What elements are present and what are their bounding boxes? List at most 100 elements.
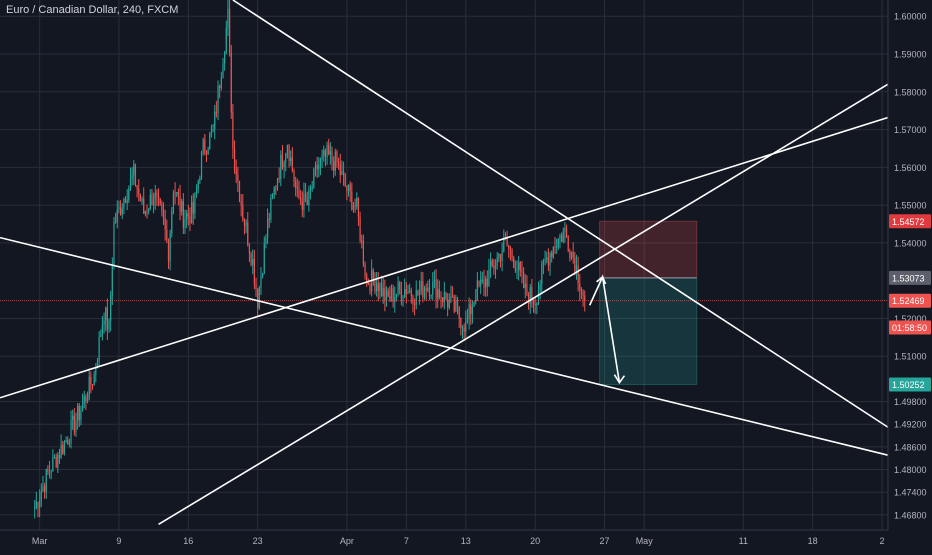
candle-body bbox=[62, 445, 64, 454]
price-tick-label: 1.49200 bbox=[894, 420, 927, 430]
price-tick-label: 1.55000 bbox=[894, 201, 927, 211]
candle-body bbox=[303, 193, 305, 210]
trendline-3[interactable] bbox=[0, 116, 889, 399]
candle-body bbox=[283, 162, 285, 168]
candle-body bbox=[77, 405, 79, 421]
candle-body bbox=[252, 258, 254, 265]
candle-body bbox=[466, 318, 469, 321]
candle-body bbox=[39, 500, 41, 508]
candle-body bbox=[435, 279, 437, 299]
candle-body bbox=[159, 198, 161, 205]
candle-body bbox=[65, 440, 67, 442]
candle-body bbox=[238, 180, 241, 202]
candle-body bbox=[166, 229, 168, 241]
candle-body bbox=[342, 171, 345, 175]
candle-body bbox=[230, 52, 232, 113]
time-tick-label: 7 bbox=[404, 536, 409, 546]
candle-body bbox=[153, 198, 155, 206]
candle-body bbox=[318, 165, 320, 170]
candle-body bbox=[265, 237, 267, 244]
candle-body bbox=[546, 257, 548, 260]
candle-body bbox=[247, 222, 249, 246]
candle-body bbox=[442, 297, 444, 302]
time-tick-label: 20 bbox=[530, 536, 540, 546]
candle-body bbox=[314, 164, 317, 170]
candle-body bbox=[301, 201, 303, 210]
candle-body bbox=[488, 269, 490, 286]
candle-body bbox=[199, 178, 201, 182]
candle-body bbox=[489, 260, 492, 270]
price-tick-label: 1.47400 bbox=[894, 488, 927, 498]
position-tool[interactable] bbox=[599, 220, 698, 385]
candle-body bbox=[534, 304, 536, 306]
candle-body bbox=[295, 181, 297, 188]
candle-body bbox=[191, 202, 193, 224]
candle-body bbox=[57, 454, 59, 468]
take-profit-zone[interactable] bbox=[599, 277, 698, 385]
candle-body bbox=[316, 164, 318, 170]
candle-body bbox=[382, 287, 384, 297]
price-tick-label: 1.56000 bbox=[894, 163, 927, 173]
candle-body bbox=[86, 399, 89, 402]
candle-body bbox=[75, 420, 77, 432]
candle-body bbox=[564, 227, 566, 232]
candle-body bbox=[572, 252, 574, 258]
trendline-2[interactable] bbox=[0, 236, 889, 456]
price-label-current-text: 1.52469 bbox=[892, 296, 925, 306]
candle-body bbox=[432, 281, 434, 295]
time-tick-label: 13 bbox=[461, 536, 471, 546]
trendline-4[interactable] bbox=[158, 83, 889, 526]
price-tick-label: 1.51000 bbox=[894, 352, 927, 362]
candle-body bbox=[184, 219, 186, 228]
candle-body bbox=[562, 231, 564, 242]
candle-body bbox=[250, 253, 252, 265]
time-tick-label: Apr bbox=[340, 536, 354, 546]
candle-body bbox=[50, 471, 52, 473]
candle-body bbox=[58, 454, 61, 458]
candle-body bbox=[417, 290, 419, 295]
candle-body bbox=[219, 86, 221, 88]
symbol-title[interactable]: Euro / Canadian Dollar, 240, FXCM bbox=[6, 4, 179, 16]
time-axis-background[interactable] bbox=[0, 530, 932, 550]
candle-body bbox=[136, 185, 138, 189]
candle-body bbox=[511, 249, 513, 259]
candle-body bbox=[465, 320, 467, 332]
candle-body bbox=[88, 376, 90, 400]
candle-body bbox=[174, 192, 176, 194]
candle-body bbox=[309, 188, 312, 190]
candle-body bbox=[514, 268, 516, 270]
candle-body bbox=[192, 202, 194, 214]
price-label-entry-text: 1.53073 bbox=[892, 273, 925, 283]
candle-body bbox=[582, 291, 584, 296]
candle-body bbox=[139, 193, 142, 202]
candle-body bbox=[499, 253, 502, 261]
candle-body bbox=[379, 283, 381, 291]
candle-body bbox=[341, 171, 343, 175]
candle-body bbox=[427, 287, 429, 291]
candles-layer bbox=[0, 0, 888, 519]
candle-body bbox=[362, 240, 364, 265]
projected-path-turn[interactable] bbox=[596, 275, 607, 285]
price-label-countdown-text: 01:58:50 bbox=[892, 323, 927, 333]
candle-body bbox=[544, 259, 546, 261]
candle-body bbox=[149, 194, 151, 210]
candle-body bbox=[496, 257, 498, 266]
candle-body bbox=[561, 235, 563, 242]
candle-body bbox=[385, 290, 388, 301]
candle-body bbox=[420, 281, 422, 291]
candle-body bbox=[308, 189, 310, 206]
trendline-1[interactable] bbox=[232, 0, 889, 428]
candle-body bbox=[531, 286, 533, 301]
candle-body bbox=[293, 170, 295, 182]
candle-body bbox=[222, 63, 224, 78]
candle-body bbox=[101, 324, 104, 336]
time-axis[interactable]: Mar 9 16 23 Apr 7 13 20 27 May 11 18 2 bbox=[0, 529, 932, 550]
price-label-stop bbox=[889, 214, 931, 229]
candle-body bbox=[361, 240, 363, 242]
projected-path-arrowhead[interactable] bbox=[613, 374, 626, 385]
trendlines-layer[interactable] bbox=[0, 0, 889, 526]
candle-body bbox=[374, 280, 376, 292]
candle-body bbox=[481, 279, 483, 281]
